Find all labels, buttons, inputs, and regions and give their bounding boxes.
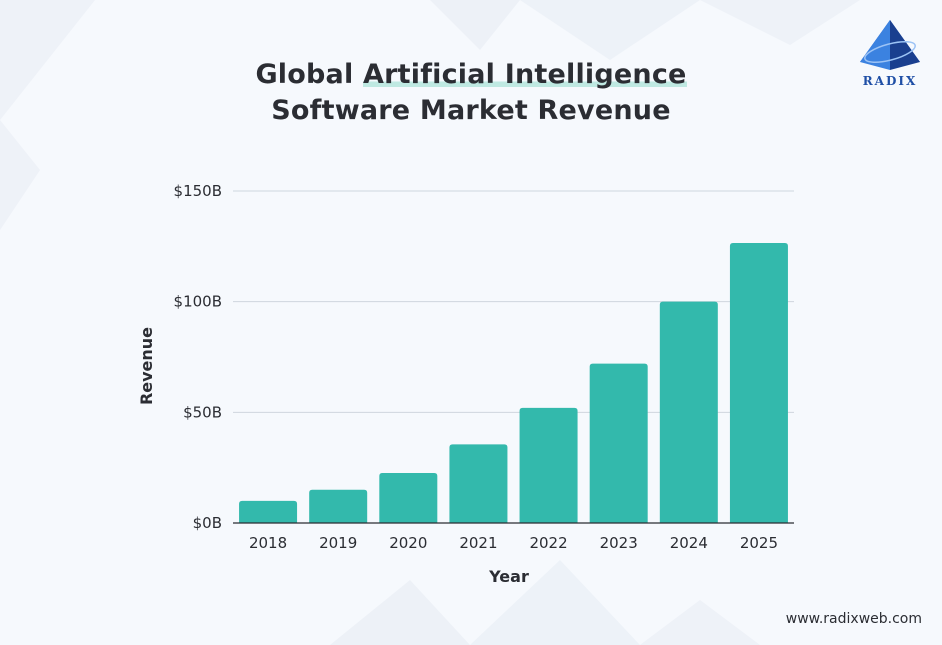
- y-axis-label: Revenue: [137, 327, 156, 405]
- x-tick-label: 2019: [319, 534, 357, 552]
- y-tick-label: $0B: [193, 514, 222, 532]
- x-tick-label: 2020: [389, 534, 427, 552]
- bar-2019: [309, 489, 368, 523]
- x-tick-label: 2018: [249, 534, 287, 552]
- bar-2022: [519, 407, 578, 523]
- x-tick-labels: 2018 2019 2020 2021 2022 2023 2024 2025: [249, 534, 778, 552]
- title-highlight: Artificial Intelligence: [363, 59, 687, 90]
- y-tick-label: $100B: [174, 293, 222, 311]
- radix-logo-icon: [860, 20, 920, 70]
- bar-2018: [239, 500, 298, 523]
- y-tick-label: $150B: [174, 182, 222, 200]
- title-prefix: Global: [255, 59, 364, 90]
- x-tick-label: 2025: [740, 534, 778, 552]
- bars: [239, 243, 788, 523]
- x-tick-label: 2024: [670, 534, 708, 552]
- chart-title: Global Artificial Intelligence Software …: [0, 57, 942, 129]
- x-tick-label: 2021: [459, 534, 497, 552]
- bar-2024: [659, 301, 718, 523]
- x-tick-label: 2022: [529, 534, 567, 552]
- y-tick-label: $50B: [183, 403, 222, 421]
- website-footer: www.radixweb.com: [785, 611, 922, 627]
- x-axis-label: Year: [488, 567, 529, 586]
- logo-text: RADIX: [862, 74, 918, 88]
- y-tick-labels: $0B $50B $100B $150B: [174, 182, 222, 532]
- bar-2025: [729, 243, 788, 523]
- title-line2: Software Market Revenue: [271, 95, 671, 126]
- x-tick-label: 2023: [600, 534, 638, 552]
- bar-2021: [449, 444, 508, 523]
- bar-2020: [379, 472, 438, 523]
- bar-2023: [589, 363, 648, 523]
